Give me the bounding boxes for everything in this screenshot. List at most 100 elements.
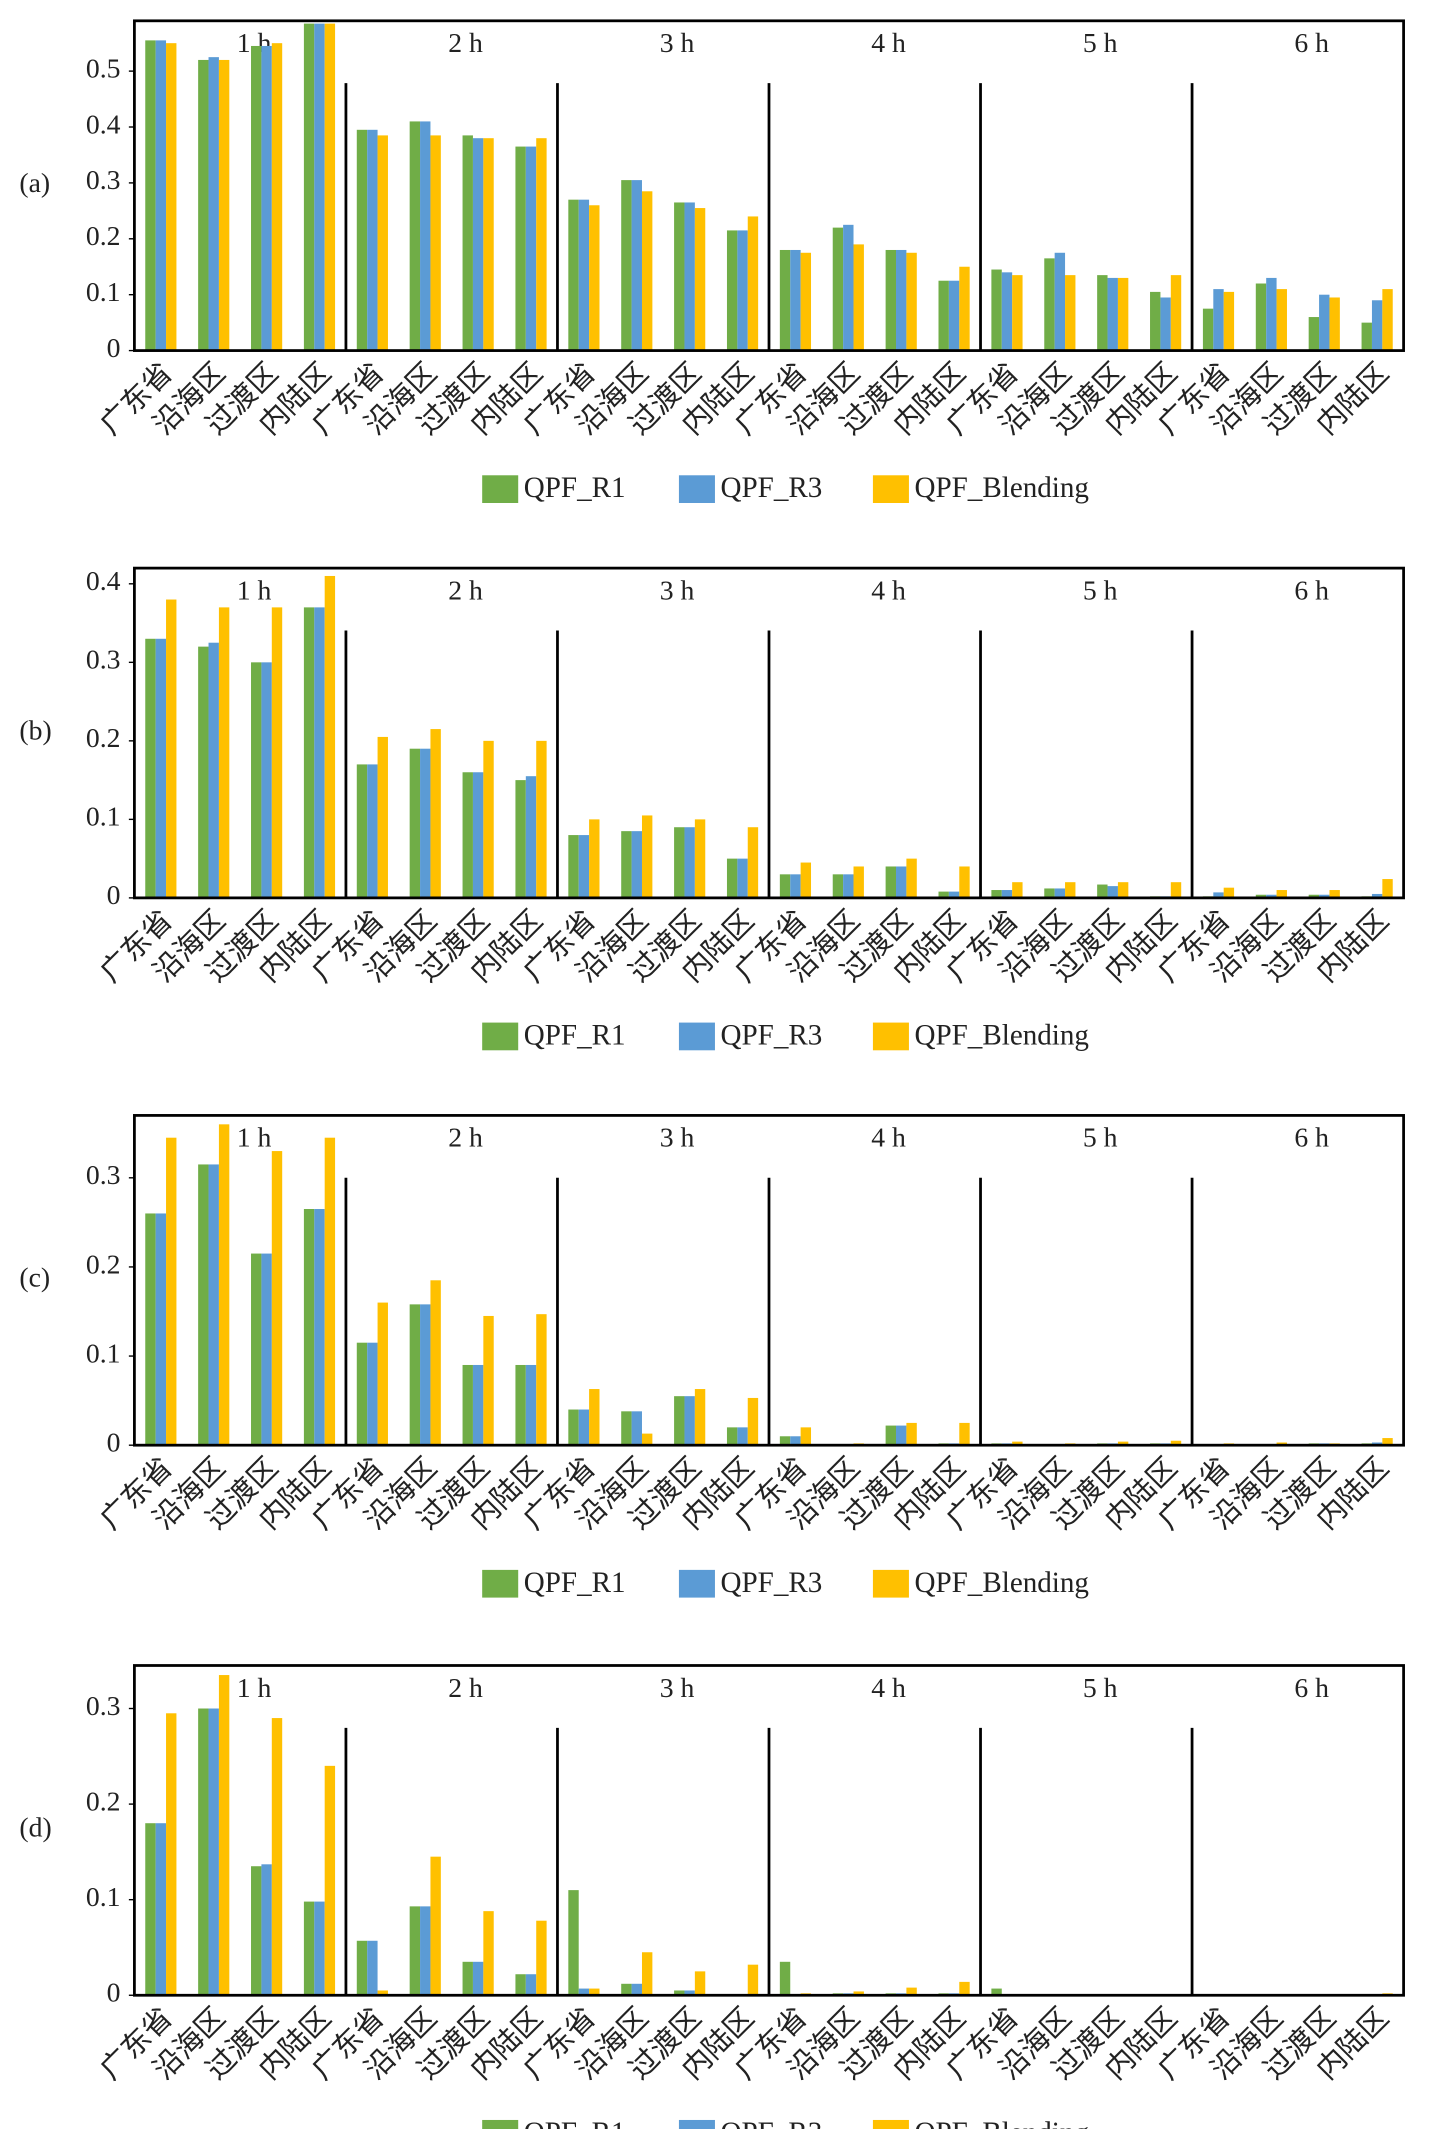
bar — [1255, 283, 1267, 351]
bar — [589, 205, 600, 351]
y-tick-label: 0.2 — [86, 722, 121, 753]
legend-label: QPF_R1 — [524, 472, 626, 504]
legend-swatch — [872, 475, 909, 503]
bar — [198, 646, 209, 898]
bar — [515, 1974, 526, 1996]
bar — [472, 138, 484, 351]
bar — [409, 1906, 421, 1996]
bar — [303, 607, 315, 898]
y-tick-label: 0.1 — [86, 1881, 121, 1912]
legend-label: QPF_Blending — [914, 1019, 1088, 1051]
bar — [631, 1983, 642, 1996]
bar — [155, 638, 167, 898]
bar — [515, 1364, 526, 1446]
plot-frame — [133, 19, 1405, 352]
bar — [525, 1364, 537, 1446]
bar — [356, 129, 368, 351]
bar — [314, 1901, 325, 1996]
bar — [483, 1911, 494, 1996]
bar — [589, 1389, 600, 1446]
bar — [208, 1164, 219, 1446]
bar — [938, 891, 949, 898]
bar — [641, 1433, 653, 1446]
bar — [779, 874, 791, 898]
bar — [1001, 272, 1013, 351]
y-tick-label: 0 — [107, 332, 121, 363]
y-tick-label: 0 — [107, 1427, 121, 1458]
bar — [694, 819, 706, 898]
bar — [674, 1990, 685, 1996]
bar — [737, 1427, 748, 1446]
bar — [959, 1981, 970, 1996]
bar — [621, 831, 632, 898]
legend-swatch — [482, 1022, 519, 1051]
group-label: 6 h — [1294, 1122, 1329, 1153]
bar — [991, 1988, 1002, 1996]
bar — [694, 208, 706, 351]
bar — [462, 1364, 473, 1446]
bar — [1213, 289, 1224, 351]
bar — [271, 607, 283, 898]
bar — [589, 819, 600, 898]
bar — [166, 599, 177, 898]
bar — [578, 1409, 590, 1446]
bar — [896, 249, 907, 351]
group-label: 3 h — [660, 574, 695, 605]
bar — [409, 748, 421, 898]
bar — [1276, 289, 1287, 351]
panel-label: (d) — [19, 1812, 51, 1843]
bar — [515, 146, 526, 351]
legend-swatch — [678, 1022, 715, 1051]
bar — [420, 748, 431, 898]
panel-label: (b) — [19, 714, 51, 745]
bar — [271, 1718, 283, 1996]
bar — [1371, 300, 1383, 351]
bar — [367, 1342, 378, 1446]
bar — [1170, 1440, 1182, 1446]
legend-label: QPF_R1 — [524, 1567, 626, 1599]
group-label: 6 h — [1294, 27, 1329, 58]
bar — [314, 1209, 325, 1446]
legend-label: QPF_R1 — [524, 2117, 626, 2129]
bar — [409, 1304, 421, 1446]
bar — [1329, 890, 1340, 898]
bar — [324, 1137, 336, 1446]
bar — [525, 146, 537, 351]
bar — [198, 1708, 209, 1996]
bar — [1107, 277, 1118, 351]
bar — [377, 1990, 388, 1996]
bar — [483, 138, 494, 351]
bar — [1170, 882, 1182, 898]
bar — [959, 1422, 970, 1446]
legend-label: QPF_R1 — [524, 1019, 626, 1051]
bar — [832, 227, 844, 351]
bar — [853, 1991, 864, 1996]
group-label: 5 h — [1083, 1672, 1118, 1703]
bar — [303, 1901, 315, 1996]
bar — [356, 1940, 368, 1996]
bar — [621, 1411, 632, 1446]
bar — [367, 1940, 378, 1996]
legend-label: QPF_Blending — [914, 1567, 1088, 1599]
group-label: 5 h — [1083, 1122, 1118, 1153]
bar — [790, 1436, 801, 1446]
bar — [1382, 289, 1393, 351]
bar — [145, 638, 156, 898]
bar — [483, 740, 494, 898]
bar — [462, 135, 473, 351]
bar — [314, 607, 325, 898]
bar — [536, 1314, 547, 1446]
bar — [1054, 252, 1066, 351]
bar — [906, 858, 917, 898]
bar — [737, 230, 748, 351]
y-tick-label: 0 — [107, 879, 121, 910]
bar — [261, 1864, 272, 1996]
bar — [1012, 275, 1023, 351]
bar — [885, 866, 897, 898]
bar — [568, 835, 579, 898]
bar — [155, 1823, 167, 1996]
bar — [1213, 892, 1224, 898]
bar — [1308, 317, 1320, 351]
bar — [1202, 308, 1214, 351]
bar — [377, 1302, 388, 1446]
